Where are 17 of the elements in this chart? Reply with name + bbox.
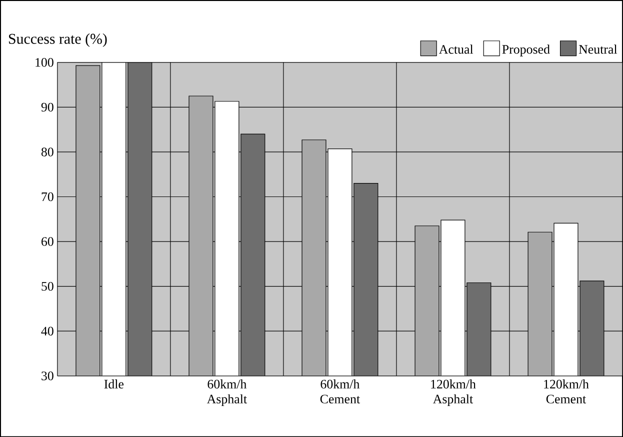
- y-tick-label: 80: [41, 147, 54, 156]
- legend-label: Neutral: [578, 44, 618, 54]
- y-tick-label: 60: [42, 237, 54, 246]
- x-tick-label: 120km/h Cement: [544, 379, 589, 404]
- y-tick-label: 30: [42, 371, 54, 380]
- x-tick-label: 120km/h Asphalt: [431, 379, 476, 406]
- legend-label: Actual: [439, 44, 474, 54]
- y-tick-label: 90: [41, 102, 54, 112]
- y-tick-label: 70: [42, 192, 54, 201]
- x-tick-label: Idle: [104, 379, 124, 388]
- y-axis-title: Success rate (%): [9, 33, 107, 47]
- legend-label: Proposed: [502, 44, 550, 56]
- y-tick-label: 50: [42, 282, 54, 291]
- y-tick-label: 100: [36, 58, 54, 67]
- x-tick-label: 60km/h Asphalt: [206, 379, 247, 406]
- y-tick-label: 40: [41, 326, 54, 336]
- x-tick-label: 60km/h Cement: [320, 379, 360, 404]
